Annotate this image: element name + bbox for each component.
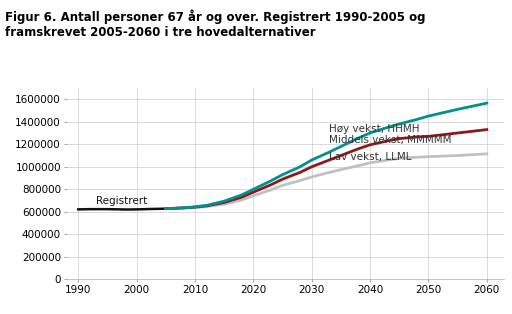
Text: Lav vekst, LLML: Lav vekst, LLML (329, 152, 412, 162)
Text: Høy vekst, HHMH: Høy vekst, HHMH (329, 123, 420, 133)
Text: Figur 6. Antall personer 67 år og over. Registrert 1990-2005 og
framskrevet 2005: Figur 6. Antall personer 67 år og over. … (5, 9, 425, 39)
Text: Middels vekst, MMMMM: Middels vekst, MMMMM (329, 135, 452, 145)
Text: Registrert: Registrert (96, 197, 147, 206)
